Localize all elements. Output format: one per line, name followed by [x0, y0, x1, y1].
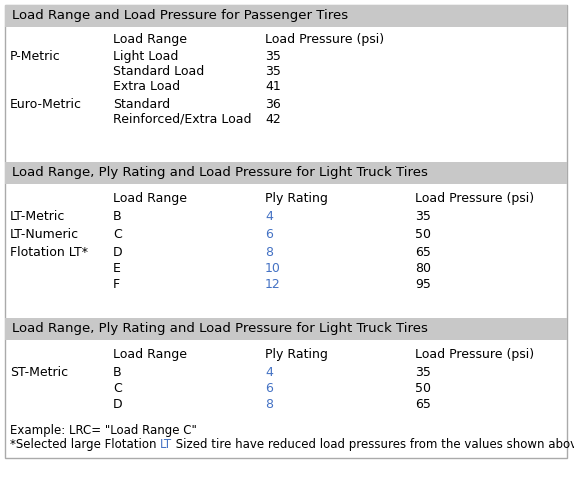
Text: Standard Load: Standard Load	[113, 65, 204, 78]
Text: Light Load: Light Load	[113, 50, 179, 63]
Text: 12: 12	[265, 278, 281, 291]
Text: Load Range and Load Pressure for Passenger Tires: Load Range and Load Pressure for Passeng…	[12, 9, 348, 22]
Text: LT: LT	[160, 438, 172, 451]
Text: Load Range: Load Range	[113, 33, 187, 46]
Text: 41: 41	[265, 80, 281, 93]
Text: 65: 65	[415, 246, 431, 259]
Text: Load Range: Load Range	[113, 348, 187, 361]
Text: 4: 4	[265, 366, 273, 379]
Text: D: D	[113, 398, 123, 411]
Text: 6: 6	[265, 228, 273, 241]
Text: E: E	[113, 262, 121, 275]
Text: Load Pressure (psi): Load Pressure (psi)	[415, 192, 534, 205]
Text: *Selected large Flotation: *Selected large Flotation	[10, 438, 160, 451]
Text: 6: 6	[265, 382, 273, 395]
Text: 50: 50	[415, 228, 431, 241]
Text: 95: 95	[415, 278, 431, 291]
Text: Reinforced/Extra Load: Reinforced/Extra Load	[113, 113, 251, 126]
Text: Flotation LT*: Flotation LT*	[10, 246, 88, 259]
Text: Load Pressure (psi): Load Pressure (psi)	[265, 33, 384, 46]
Text: 65: 65	[415, 398, 431, 411]
Bar	[5, 5, 567, 27]
Text: F: F	[113, 278, 120, 291]
Text: Load Range, Ply Rating and Load Pressure for Light Truck Tires: Load Range, Ply Rating and Load Pressure…	[12, 322, 428, 335]
Text: 8: 8	[265, 246, 273, 259]
Text: 36: 36	[265, 98, 281, 111]
Text: 42: 42	[265, 113, 281, 126]
Bar	[5, 318, 567, 340]
Text: Ply Rating: Ply Rating	[265, 192, 328, 205]
Text: 35: 35	[415, 366, 431, 379]
Text: LT-Metric: LT-Metric	[10, 210, 65, 223]
Text: 4: 4	[265, 210, 273, 223]
Text: 35: 35	[265, 65, 281, 78]
Text: C: C	[113, 382, 122, 395]
Text: 8: 8	[265, 398, 273, 411]
Text: Ply Rating: Ply Rating	[265, 348, 328, 361]
Text: ST-Metric: ST-Metric	[10, 366, 68, 379]
Text: 10: 10	[265, 262, 281, 275]
Text: Extra Load: Extra Load	[113, 80, 180, 93]
Bar	[5, 162, 567, 184]
Text: D: D	[113, 246, 123, 259]
Text: Load Range, Ply Rating and Load Pressure for Light Truck Tires: Load Range, Ply Rating and Load Pressure…	[12, 166, 428, 179]
Text: 35: 35	[265, 50, 281, 63]
Text: Load Range: Load Range	[113, 192, 187, 205]
Text: Euro-Metric: Euro-Metric	[10, 98, 82, 111]
Text: Sized tire have reduced load pressures from the values shown above.: Sized tire have reduced load pressures f…	[172, 438, 574, 451]
Text: P-Metric: P-Metric	[10, 50, 61, 63]
Text: 80: 80	[415, 262, 431, 275]
Text: C: C	[113, 228, 122, 241]
Text: 35: 35	[415, 210, 431, 223]
Text: Load Pressure (psi): Load Pressure (psi)	[415, 348, 534, 361]
Text: B: B	[113, 366, 122, 379]
Text: LT-Numeric: LT-Numeric	[10, 228, 79, 241]
Text: Standard: Standard	[113, 98, 170, 111]
Text: B: B	[113, 210, 122, 223]
Text: Example: LRC= "Load Range C": Example: LRC= "Load Range C"	[10, 424, 197, 437]
Text: 50: 50	[415, 382, 431, 395]
